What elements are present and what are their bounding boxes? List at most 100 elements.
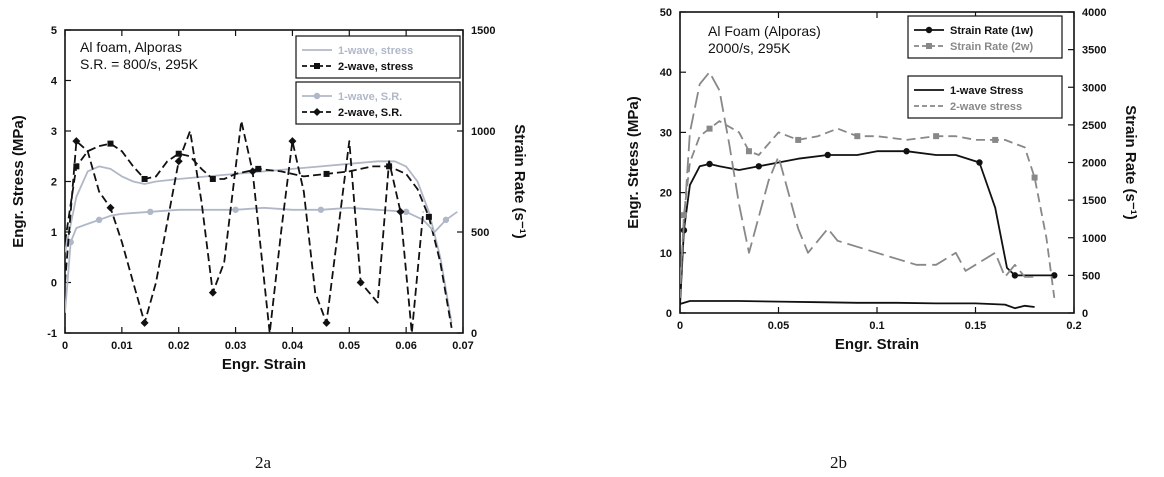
y2-tick-label: 0 [1082,308,1088,320]
x-tick-label: 0 [677,320,683,332]
y2-tick-label: 3000 [1082,82,1106,94]
x-axis-title: Engr. Strain [835,336,919,353]
data-point [1051,272,1058,279]
data-point [72,137,81,146]
y-tick-label: 30 [660,127,672,139]
y2-axis-title: Strain Rate (s⁻¹) [511,124,528,239]
panel-label-2b: 2b [830,453,847,472]
data-point [73,163,80,170]
y2-tick-label: 2500 [1082,120,1106,132]
legend-marker [313,108,321,116]
data-point [208,288,217,297]
data-point [425,213,432,220]
x-tick-label: 0.03 [225,340,246,352]
y2-tick-label: 1000 [471,126,495,138]
data-point [323,170,330,177]
data-point [106,203,115,212]
y2-tick-label: 2000 [1082,158,1106,170]
y-tick-label: 50 [660,7,672,19]
series-line [65,120,425,333]
data-point [402,208,410,215]
legend-marker [313,92,321,100]
data-point [933,133,940,140]
y-tick-label: 3 [51,126,57,138]
data-point [1031,174,1038,181]
data-point [232,206,239,213]
data-point [141,175,148,182]
series-4 [680,71,1035,283]
y-axis-title: Engr. Stress (MPa) [625,96,642,229]
data-point [824,151,831,159]
chart-annotation: S.R. = 800/s, 295K [80,56,199,72]
chart-1: 0 0.01 0.02 0.03 0.04 0.05 0.06 0.07 -1 0 1 2 3 4 5 0 50… [10,25,528,373]
x-tick-label: 0.15 [965,320,986,332]
y-tick-label: 1 [51,227,57,239]
legend: 1-wave, stress 2-wave, stress [295,35,461,79]
chart-annotation: 2000/s, 295K [708,40,791,56]
data-point [706,125,713,132]
y-tick-label: 10 [660,248,672,260]
chart-annotation: Al foam, Alporas [80,39,182,55]
x-tick-label: 0 [62,340,68,352]
x-tick-label: 0.07 [452,340,473,352]
y-tick-label: 0 [666,308,672,320]
series-line [680,120,1056,299]
data-point [356,278,365,287]
legend: Strain Rate (1w) Strain Rate (2w) [907,15,1063,59]
data-point [396,207,405,216]
x-tick-label: 0.06 [395,340,416,352]
series-2 [65,140,453,329]
panel-label-2a: 2a [255,453,272,472]
y-tick-label: 40 [660,67,672,79]
y2-tick-label: 4000 [1082,7,1106,19]
series-line [65,160,453,324]
data-point [903,148,910,155]
x-tick-label: 0.1 [869,320,884,332]
legend-label: Strain Rate (1w) [950,25,1033,37]
series-1 [65,160,453,324]
data-point [745,148,752,155]
data-point [755,163,762,170]
legend-marker [925,26,933,34]
data-point [795,136,802,143]
x-tick-label: 0.2 [1066,320,1081,332]
series-line [680,300,1035,310]
y2-tick-label: 1500 [1082,195,1106,207]
data-point [140,318,149,327]
legend-box [295,81,461,125]
data-point [976,159,983,166]
legend-label: 1-wave, S.R. [338,91,402,103]
legend-label: Strain Rate (2w) [950,41,1033,53]
data-point [174,157,183,166]
x-tick-label: 0.04 [282,340,304,352]
legend-marker [926,43,932,49]
y-axis-title: Engr. Stress (MPa) [10,115,27,248]
y2-tick-label: 0 [471,328,477,340]
legend-label: 2-wave, stress [338,61,413,73]
y-tick-label: 20 [660,188,672,200]
data-point [147,208,154,215]
data-point [442,216,450,224]
chart-annotation: Al Foam (Alporas) [708,23,821,39]
series-line [65,142,453,329]
legend-label: 1-wave Stress [950,85,1023,97]
data-point [209,175,216,182]
legend-box [907,15,1063,59]
chart-2: 0 0.05 0.1 0.15 0.20102030405005001000150020… [625,7,1139,353]
series-2 [680,120,1056,299]
legend-box [295,35,461,79]
series-line [680,71,1035,283]
data-point [107,140,114,147]
y2-tick-label: 1000 [1082,233,1106,245]
legend: 1-wave, S.R. 2-wave, S.R. [295,81,461,125]
series-3 [65,206,458,313]
data-point [322,318,331,327]
data-point [992,136,999,143]
y2-tick-label: 500 [1082,270,1100,282]
data-point [248,167,257,176]
y-tick-label: 5 [51,25,57,37]
series-line [680,150,1055,306]
data-point [706,160,713,168]
series-3 [680,300,1035,310]
